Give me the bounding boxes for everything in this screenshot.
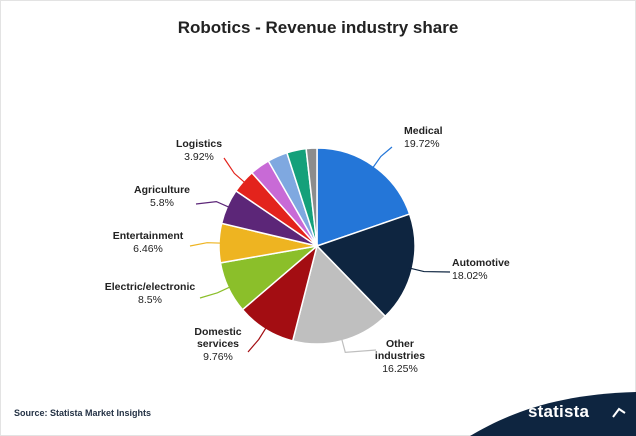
slice-value-medical: 19.72% <box>404 138 440 150</box>
brand-wave <box>470 392 636 436</box>
slice-label-medical: Medical 19.72% <box>404 125 443 150</box>
slice-label-domestic-services: Domestic services 9.76% <box>194 326 241 363</box>
pie-slice-unlabeled-11 <box>305 147 318 247</box>
leader-line-agriculture <box>195 201 232 209</box>
source-note: Source: Statista Market Insights <box>14 408 152 418</box>
slice-value-domestic-services: 9.76% <box>203 351 233 363</box>
slice-value-agriculture: 5.8% <box>150 197 174 209</box>
slice-label-automotive: Automotive 18.02% <box>452 257 510 282</box>
slice-value-electric-electronic: 8.5% <box>138 294 162 306</box>
slice-label-logistics: Logistics 3.92% <box>176 138 222 163</box>
leader-line-logistics <box>223 157 247 185</box>
slice-label-other-industries: Other industries 16.25% <box>375 338 425 375</box>
slice-value-automotive: 18.02% <box>452 270 488 282</box>
slice-label-agriculture: Agriculture 5.8% <box>134 184 190 209</box>
slice-label-entertainment: Entertainment 6.46% <box>113 230 184 255</box>
slice-label-electric-electronic: Electric/electronic 8.5% <box>105 281 196 306</box>
slice-value-other-industries: 16.25% <box>382 363 418 375</box>
leader-line-other-industries <box>340 336 377 353</box>
slice-value-entertainment: 6.46% <box>133 243 163 255</box>
leader-line-domestic-services <box>247 325 268 353</box>
slice-value-logistics: 3.92% <box>184 151 214 163</box>
leader-line-entertainment <box>189 242 224 247</box>
leader-line-medical <box>371 146 393 170</box>
leader-line-automotive <box>408 267 451 273</box>
leader-line-electric-electronic <box>199 285 233 299</box>
chart-title: Robotics - Revenue industry share <box>177 18 459 37</box>
